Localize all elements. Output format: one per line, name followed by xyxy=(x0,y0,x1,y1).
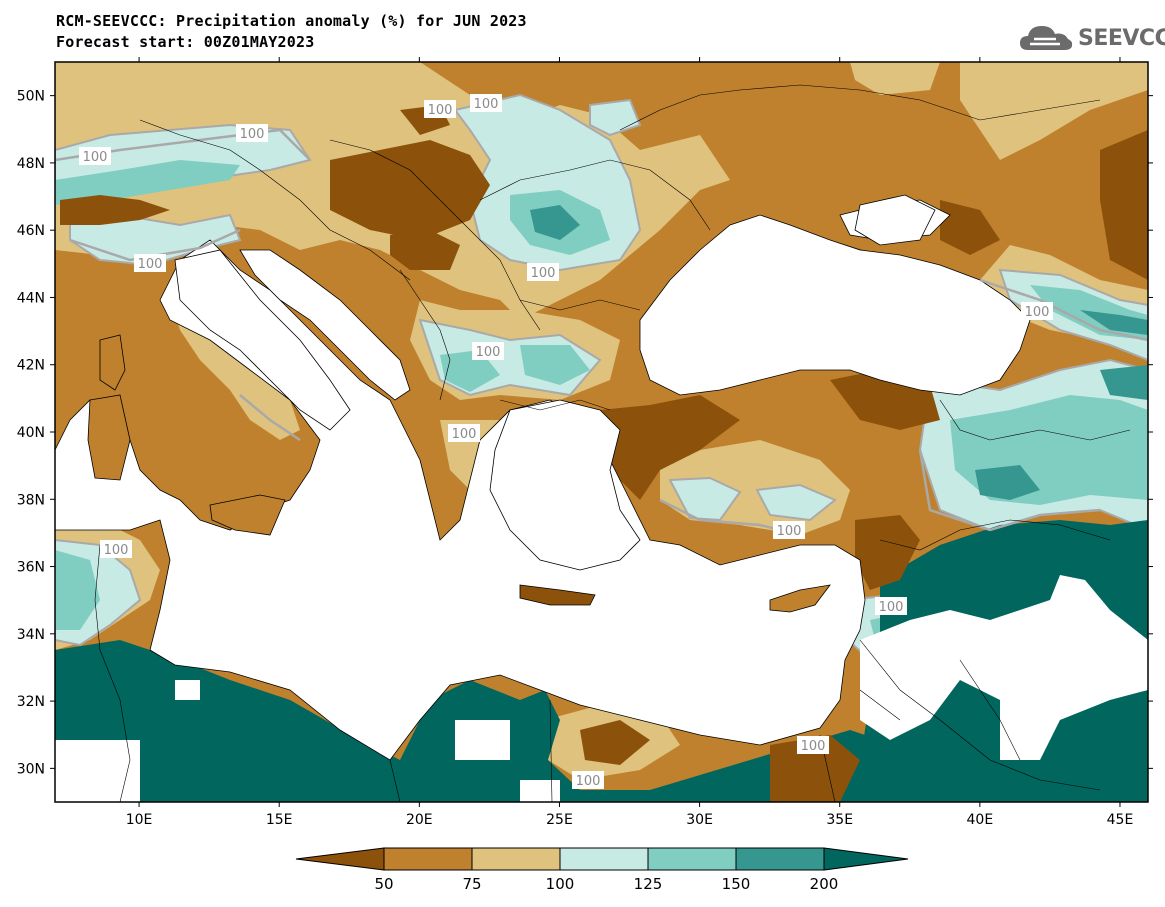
country-borders xyxy=(94,84,1131,802)
contour-label-text: 100 xyxy=(474,97,499,112)
cyprus xyxy=(769,584,831,613)
anomaly-under-50-regions xyxy=(60,105,1148,802)
contour-labels: 100 100 100 100 100 100 100 100 100 100 … xyxy=(79,94,1053,789)
contour-label: 100 xyxy=(1021,302,1053,320)
sea-mask xyxy=(55,199,1031,761)
lat-tick-label: 46N xyxy=(17,223,45,239)
contour-label: 100 xyxy=(448,424,480,442)
contour-label-text: 100 xyxy=(531,266,556,281)
contour-label-text: 100 xyxy=(879,600,904,615)
colorbar-left-arrow xyxy=(295,847,385,871)
lat-tick-label: 32N xyxy=(17,694,45,710)
forecast-subtitle: Forecast start: 00Z01MAY2023 xyxy=(56,33,315,51)
crimea-blank xyxy=(854,194,936,246)
lon-tick-label: 45E xyxy=(1107,812,1134,828)
colorbar-segment xyxy=(471,847,561,871)
lon-tick-label: 15E xyxy=(266,812,293,828)
sicily xyxy=(209,494,286,536)
colorbar-right-arrow xyxy=(823,847,909,871)
crete xyxy=(519,584,596,606)
lon-tick-label: 10E xyxy=(126,812,153,828)
contour-label: 100 xyxy=(79,147,111,165)
contour-label-text: 100 xyxy=(83,150,108,165)
contour-label-text: 100 xyxy=(801,739,826,754)
chart-title: RCM-SEEVCCC: Precipitation anomaly (%) f… xyxy=(56,12,527,30)
contour-label: 100 xyxy=(470,94,502,112)
contour-label-text: 100 xyxy=(240,127,265,142)
longitude-axis: 10E 15E 20E 25E 30E 35E 40E 45E xyxy=(126,57,1134,828)
contour-label: 100 xyxy=(773,521,805,539)
lat-tick-label: 48N xyxy=(17,156,45,172)
lon-tick-label: 20E xyxy=(406,812,433,828)
lon-tick-label: 30E xyxy=(686,812,713,828)
contour-label: 100 xyxy=(424,100,456,118)
anomaly-150-200-regions xyxy=(530,205,1148,500)
lat-tick-label: 50N xyxy=(17,89,45,105)
lat-tick-label: 36N xyxy=(17,560,45,576)
contour-label: 100 xyxy=(134,254,166,272)
contour-label-text: 100 xyxy=(777,524,802,539)
contour-label-text: 100 xyxy=(104,543,129,558)
lat-tick-label: 38N xyxy=(17,492,45,508)
contour-label: 100 xyxy=(527,263,559,281)
lat-tick-label: 42N xyxy=(17,358,45,374)
colorbar-label: 150 xyxy=(722,875,751,893)
sardinia xyxy=(87,394,131,481)
contour-label-text: 100 xyxy=(452,427,477,442)
colorbar-segment xyxy=(559,847,649,871)
contour-label: 100 xyxy=(572,771,604,789)
colorbar-label: 125 xyxy=(634,875,663,893)
contour-label-text: 100 xyxy=(576,774,601,789)
map-plot-area: 100 100 100 100 100 100 100 100 100 100 … xyxy=(55,62,1148,802)
contour-label: 100 xyxy=(100,540,132,558)
lon-tick-label: 35E xyxy=(826,812,853,828)
colorbar-segment xyxy=(647,847,737,871)
latitude-axis: 50N 48N 46N 44N 42N 40N 38N 36N 34N 32N 30N xyxy=(17,89,1153,777)
colorbar-label: 75 xyxy=(462,875,481,893)
seevccc-logo: SEEVCCC xyxy=(1018,20,1165,56)
contour-label-text: 100 xyxy=(428,103,453,118)
contour-label: 100 xyxy=(797,736,829,754)
lat-tick-label: 30N xyxy=(17,761,45,777)
contour-label-text: 100 xyxy=(1025,305,1050,320)
lat-tick-label: 44N xyxy=(17,290,45,306)
colorbar-label: 200 xyxy=(810,875,839,893)
islands xyxy=(87,194,936,613)
logo-text: SEEVCCC xyxy=(1078,25,1165,51)
lat-tick-label: 40N xyxy=(17,425,45,441)
lat-tick-label: 34N xyxy=(17,627,45,643)
contour-label: 100 xyxy=(236,124,268,142)
lon-tick-label: 40E xyxy=(967,812,994,828)
contour-label: 100 xyxy=(875,597,907,615)
lon-tick-label: 25E xyxy=(546,812,573,828)
colorbar-label: 100 xyxy=(546,875,575,893)
contour-label: 100 xyxy=(472,342,504,360)
contour-label-text: 100 xyxy=(138,257,163,272)
contour-label-text: 100 xyxy=(476,345,501,360)
corsica xyxy=(99,334,126,391)
colorbar: 50 75 100 125 150 200 xyxy=(295,847,909,893)
cloud-icon xyxy=(1020,26,1073,50)
colorbar-segment xyxy=(735,847,825,871)
colorbar-label: 50 xyxy=(374,875,393,893)
colorbar-segment xyxy=(383,847,473,871)
